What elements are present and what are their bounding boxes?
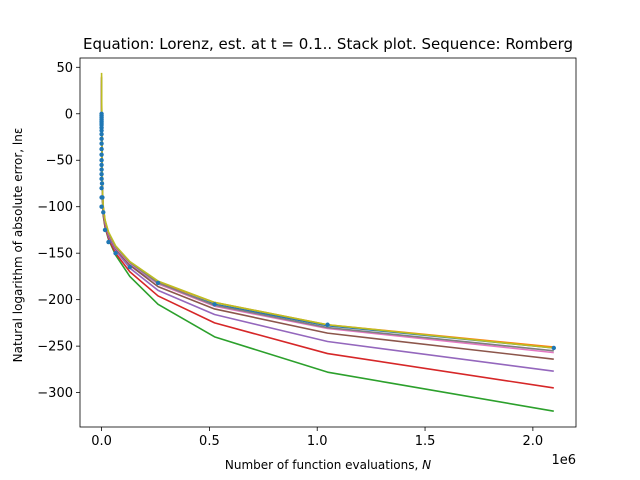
x-tick-label-4: 2.0 — [523, 434, 544, 449]
series-0-point-9 — [99, 132, 104, 137]
y-tick-label-2: −50 — [46, 154, 73, 169]
series-1-point-4 — [106, 239, 111, 245]
series-0-point-18 — [99, 176, 104, 182]
series-0-point-13 — [99, 152, 104, 157]
y-tick-label-5: −200 — [37, 293, 73, 308]
series-1-point-3 — [102, 227, 108, 233]
y-tick-label-3: −100 — [37, 200, 73, 215]
y-tick-label-7: −300 — [37, 386, 73, 401]
series-0-point-8 — [99, 128, 104, 133]
series-0-point-11 — [99, 141, 104, 146]
series-0-point-19 — [99, 185, 104, 191]
x-axis-offset-label: 1e6 — [551, 453, 576, 468]
chart-title: Equation: Lorenz, est. at t = 0.1.. Stac… — [83, 35, 573, 53]
axes: 0.0 0.5 1.0 1.5 2.0 50 0 −50 −100 −150 −200 −250 −30… — [37, 57, 577, 449]
series-1-point-9 — [325, 322, 330, 327]
y-tick-label-0: 50 — [56, 61, 73, 76]
x-tick-label-3: 1.5 — [415, 434, 436, 449]
x-tick-label-2: 1.0 — [307, 434, 328, 449]
series-0-point-17 — [99, 171, 104, 177]
series-0-point-10 — [99, 136, 104, 142]
plot-area — [99, 72, 556, 412]
series-1-point-7 — [155, 280, 161, 286]
y-tick-label-4: −150 — [37, 247, 73, 262]
x-tick-label-1: 0.5 — [199, 434, 220, 449]
y-tick-label-1: 0 — [65, 107, 73, 122]
series-1-point-10 — [551, 345, 556, 351]
series-points — [99, 111, 556, 351]
series-0-point-21 — [99, 204, 104, 209]
x-axis-label-variable: N — [422, 458, 431, 472]
x-tick-label-0: 0.0 — [91, 434, 112, 449]
y-tick-label-6: −250 — [37, 340, 73, 355]
y-axis-label: Natural logarithm of absolute error, lnε — [11, 128, 25, 363]
series-1-point-5 — [113, 250, 118, 256]
series-0-point-15 — [99, 162, 104, 168]
x-axis-label-text: Number of function evaluations, — [225, 458, 422, 472]
series-1-point-6 — [127, 264, 133, 270]
series-1-point-1 — [100, 195, 105, 200]
series-1-point-2 — [101, 210, 106, 215]
x-axis-label: Number of function evaluations, N — [225, 458, 431, 472]
series-0-point-14 — [99, 158, 104, 163]
series-1-point-8 — [212, 302, 217, 307]
series-1-point-0 — [99, 181, 105, 186]
series-0-point-12 — [99, 146, 104, 152]
axes-frame — [79, 57, 577, 428]
series-0-point-16 — [99, 167, 104, 172]
